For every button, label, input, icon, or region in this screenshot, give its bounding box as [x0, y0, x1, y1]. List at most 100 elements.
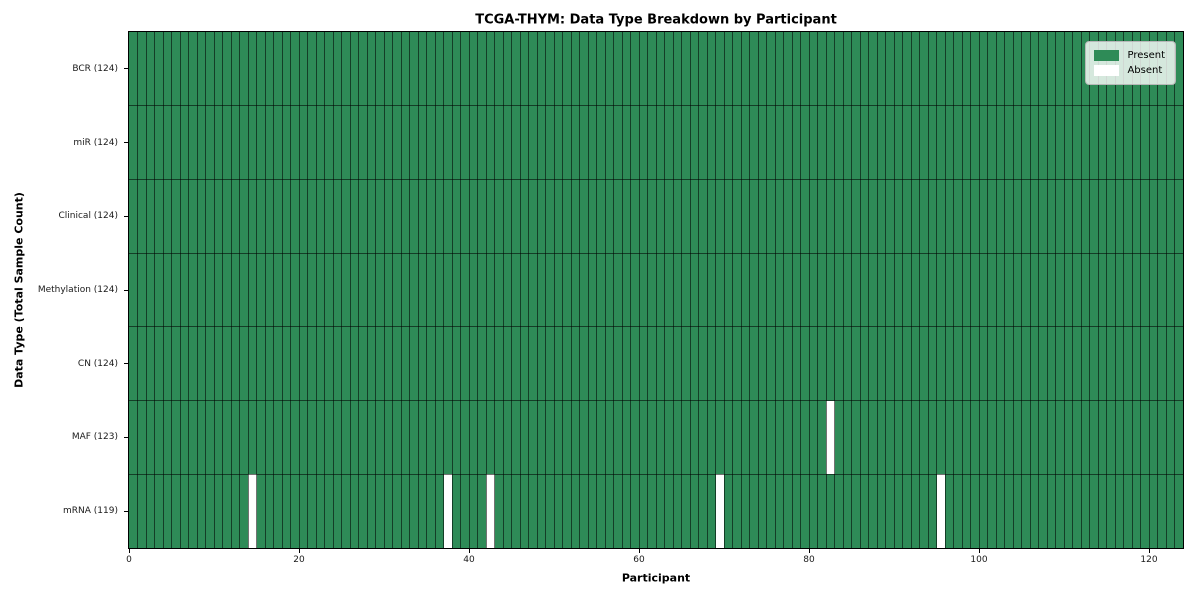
v-gridline [970, 32, 971, 548]
x-tick-label: 40 [463, 555, 475, 565]
v-gridline [247, 32, 249, 548]
v-gridline [264, 32, 266, 548]
v-gridline [885, 32, 886, 548]
v-gridline [936, 32, 937, 548]
v-gridline [715, 32, 716, 548]
v-gridline [239, 32, 240, 548]
v-gridline [1038, 32, 1039, 548]
v-gridline [842, 32, 844, 548]
v-gridline [587, 32, 589, 548]
legend-item-present: Present [1094, 48, 1165, 63]
v-gridline [281, 32, 283, 548]
legend-swatch-present [1094, 50, 1120, 61]
v-gridline [545, 32, 546, 548]
v-gridline [443, 32, 444, 548]
v-gridline [740, 32, 742, 548]
v-gridline [621, 32, 623, 548]
absent-cell [715, 474, 724, 548]
v-gridline [179, 32, 181, 548]
absent-cell [936, 474, 945, 548]
x-tick-mark [468, 548, 470, 553]
v-gridline [366, 32, 368, 548]
y-tick-mark [124, 436, 129, 438]
v-gridline [749, 32, 750, 548]
v-gridline [664, 32, 665, 548]
v-gridline [672, 32, 674, 548]
v-gridline [910, 32, 912, 548]
v-gridline [919, 32, 920, 548]
v-gridline [409, 32, 410, 548]
v-gridline [868, 32, 869, 548]
v-gridline [987, 32, 988, 548]
v-gridline [953, 32, 954, 548]
v-gridline [256, 32, 257, 548]
v-gridline [315, 32, 317, 548]
y-tick-label: CN (124) [77, 358, 118, 369]
v-gridline [851, 32, 852, 548]
y-tick-label: miR (124) [73, 137, 118, 148]
x-tick-mark [808, 548, 810, 553]
v-gridline [1021, 32, 1022, 548]
v-gridline [502, 32, 504, 548]
v-gridline [196, 32, 198, 548]
v-gridline [230, 32, 232, 548]
v-gridline [460, 32, 461, 548]
v-gridline [536, 32, 538, 548]
v-gridline [995, 32, 997, 548]
v-gridline [434, 32, 436, 548]
v-gridline [944, 32, 946, 548]
v-gridline [1055, 32, 1056, 548]
y-tick-mark [124, 510, 129, 512]
v-gridline [978, 32, 980, 548]
v-gridline [1080, 32, 1082, 548]
v-gridline [1174, 32, 1175, 548]
v-gridline [162, 32, 164, 548]
v-gridline [638, 32, 640, 548]
v-gridline [732, 32, 733, 548]
v-gridline [723, 32, 725, 548]
x-tick-label: 0 [126, 555, 132, 565]
v-gridline [222, 32, 223, 548]
x-tick-label: 60 [633, 555, 645, 565]
v-gridline [1029, 32, 1031, 548]
v-gridline [358, 32, 359, 548]
v-gridline [613, 32, 614, 548]
h-gridline [129, 326, 1183, 328]
y-tick-label: mRNA (119) [63, 506, 118, 517]
v-gridline [817, 32, 818, 548]
v-gridline [655, 32, 657, 548]
v-gridline [927, 32, 929, 548]
v-gridline [1012, 32, 1014, 548]
v-gridline [562, 32, 563, 548]
v-gridline [307, 32, 308, 548]
x-tick-label: 120 [1140, 555, 1158, 565]
v-gridline [205, 32, 206, 548]
legend: Present Absent [1085, 41, 1176, 85]
y-tick-mark [124, 289, 129, 291]
v-gridline [859, 32, 861, 548]
x-tick-mark [1148, 548, 1150, 553]
chart-title: TCGA-THYM: Data Type Breakdown by Partic… [475, 12, 837, 28]
v-gridline [783, 32, 784, 548]
x-tick-mark [978, 548, 980, 553]
v-gridline [468, 32, 470, 548]
v-gridline [757, 32, 759, 548]
v-gridline [451, 32, 453, 548]
v-gridline [154, 32, 155, 548]
v-gridline [188, 32, 189, 548]
v-gridline [1123, 32, 1124, 548]
v-gridline [706, 32, 708, 548]
h-gridline [129, 178, 1183, 180]
x-axis-label: Participant [621, 571, 691, 585]
plot-area: Present Absent [128, 31, 1184, 549]
v-gridline [1063, 32, 1065, 548]
v-gridline [834, 32, 835, 548]
v-gridline [383, 32, 385, 548]
v-gridline [477, 32, 478, 548]
v-gridline [961, 32, 963, 548]
v-gridline [579, 32, 580, 548]
legend-label-absent: Absent [1127, 65, 1163, 76]
v-gridline [213, 32, 215, 548]
v-gridline [1131, 32, 1133, 548]
v-gridline [1106, 32, 1107, 548]
